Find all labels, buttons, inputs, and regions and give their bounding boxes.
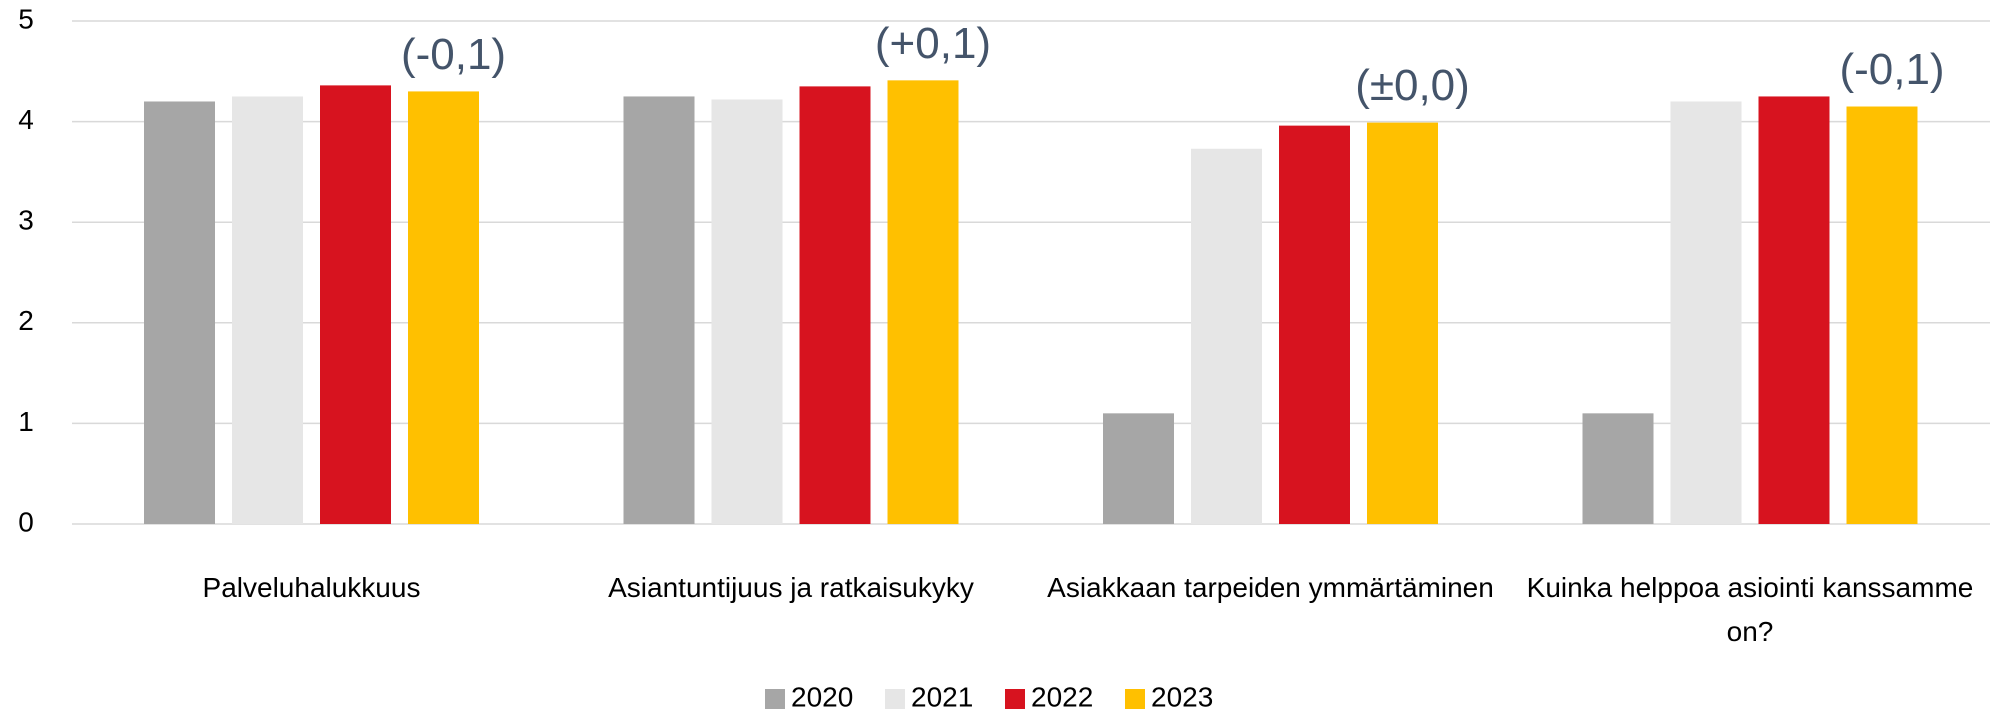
legend-label: 2021 [911, 681, 973, 712]
bar [408, 91, 479, 525]
bar [1758, 96, 1830, 524]
legend-label: 2023 [1151, 681, 1213, 712]
y-tick-label: 0 [18, 506, 34, 537]
x-tick-label: Asiakkaan tarpeiden ymmärtäminen [1047, 572, 1494, 603]
bar [887, 80, 959, 524]
x-tick-label: Kuinka helppoa asiointi kanssamme on? [1526, 572, 1974, 647]
y-tick-label: 5 [18, 3, 34, 34]
bar [1279, 125, 1350, 525]
bar [1670, 101, 1742, 524]
legend-swatch [765, 689, 785, 709]
bar [799, 86, 871, 524]
x-tick-label: Asiantuntijuus ja ratkaisukyky [608, 572, 974, 603]
legend-swatch [1125, 689, 1145, 709]
bar [623, 96, 695, 524]
legend-label: 2020 [791, 681, 853, 712]
annotation: (±0,0) [1355, 61, 1470, 110]
bar [1191, 148, 1262, 524]
bar [711, 99, 783, 524]
bar [232, 96, 303, 524]
x-tick-label: Palveluhalukkuus [202, 572, 421, 603]
bar [1582, 413, 1654, 524]
annotation: (-0,1) [1839, 45, 1944, 94]
bar [1367, 122, 1438, 524]
y-tick-label: 2 [18, 305, 34, 336]
legend-label: 2022 [1031, 681, 1093, 712]
bar [1103, 413, 1174, 524]
annotation: (-0,1) [401, 30, 506, 79]
y-tick-label: 1 [18, 406, 34, 437]
bar [144, 101, 215, 524]
y-tick-label: 4 [18, 104, 34, 135]
legend-swatch [885, 689, 905, 709]
y-tick-label: 3 [18, 205, 34, 236]
annotation: (+0,1) [875, 19, 991, 68]
legend-swatch [1005, 689, 1025, 709]
bar [320, 85, 391, 524]
bar [1846, 106, 1918, 524]
